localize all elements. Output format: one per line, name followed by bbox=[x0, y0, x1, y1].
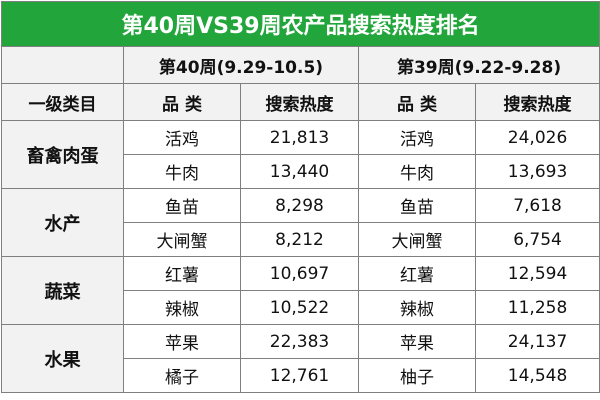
search-heat: 14,548 bbox=[474, 358, 600, 393]
search-heat: 10,522 bbox=[240, 290, 359, 325]
search-heat: 13,440 bbox=[240, 154, 359, 189]
item-name: 辣椒 bbox=[123, 290, 241, 325]
column-header: 搜索热度 bbox=[474, 83, 600, 121]
item-name: 大闸蟹 bbox=[123, 222, 241, 257]
item-name: 大闸蟹 bbox=[358, 222, 476, 257]
table-row: 一级类目品 类搜索热度品 类搜索热度 bbox=[1, 83, 600, 121]
table-row: 牛肉 13,440 牛肉 13,693 bbox=[2, 154, 600, 189]
search-heat: 7,618 bbox=[474, 188, 600, 223]
item-name: 鱼苗 bbox=[123, 188, 241, 223]
search-heat: 10,697 bbox=[240, 256, 359, 291]
table-row: 水产 鱼苗 8,298 鱼苗 7,618 bbox=[1, 188, 600, 257]
category-cell: 水果 bbox=[1, 324, 124, 393]
table-row: 辣椒 10,522 辣椒 11,258 bbox=[2, 290, 600, 325]
empty-cell bbox=[1, 46, 124, 84]
table-title: 第40周VS39周农产品搜索热度排名 bbox=[0, 1, 600, 47]
category-cell: 畜禽肉蛋 bbox=[1, 120, 124, 189]
week-header: 第40周(9.29-10.5) bbox=[123, 46, 359, 84]
item-name: 活鸡 bbox=[123, 120, 241, 155]
item-name: 红薯 bbox=[358, 256, 476, 291]
table-row: 畜禽肉蛋 活鸡 21,813 活鸡 24,026 bbox=[1, 120, 600, 189]
item-name: 苹果 bbox=[358, 324, 476, 359]
item-name: 柚子 bbox=[358, 358, 476, 393]
search-heat: 13,693 bbox=[474, 154, 600, 189]
item-name: 苹果 bbox=[123, 324, 241, 359]
table-row: 第40周(9.29-10.5) 第39周(9.22-9.28) bbox=[1, 46, 600, 84]
search-heat: 8,298 bbox=[240, 188, 359, 223]
column-header: 品 类 bbox=[123, 83, 241, 121]
column-header: 品 类 bbox=[358, 83, 476, 121]
search-heat: 24,026 bbox=[474, 120, 600, 155]
item-name: 鱼苗 bbox=[358, 188, 476, 223]
item-name: 橘子 bbox=[123, 358, 241, 393]
item-name: 牛肉 bbox=[358, 154, 476, 189]
item-name: 红薯 bbox=[123, 256, 241, 291]
column-header: 一级类目 bbox=[1, 83, 124, 121]
item-name: 辣椒 bbox=[358, 290, 476, 325]
search-heat: 6,754 bbox=[474, 222, 600, 257]
table-row: 橘子 12,761 柚子 14,548 bbox=[2, 358, 600, 393]
table-row: 水果 苹果 22,383 苹果 24,137 bbox=[1, 324, 600, 393]
item-name: 牛肉 bbox=[123, 154, 241, 189]
table-row: 大闸蟹 8,212 大闸蟹 6,754 bbox=[2, 222, 600, 257]
table-row: 蔬菜 红薯 10,697 红薯 12,594 bbox=[1, 256, 600, 325]
search-heat: 11,258 bbox=[474, 290, 600, 325]
search-heat: 8,212 bbox=[240, 222, 359, 257]
category-cell: 水产 bbox=[1, 188, 124, 257]
column-header: 搜索热度 bbox=[240, 83, 359, 121]
search-heat: 22,383 bbox=[240, 324, 359, 359]
item-name: 活鸡 bbox=[358, 120, 476, 155]
week-header: 第39周(9.22-9.28) bbox=[357, 46, 600, 84]
search-heat: 24,137 bbox=[474, 324, 600, 359]
category-cell: 蔬菜 bbox=[1, 256, 124, 325]
search-heat: 12,594 bbox=[474, 256, 600, 291]
search-heat: 12,761 bbox=[240, 358, 359, 393]
search-heat: 21,813 bbox=[240, 120, 359, 155]
